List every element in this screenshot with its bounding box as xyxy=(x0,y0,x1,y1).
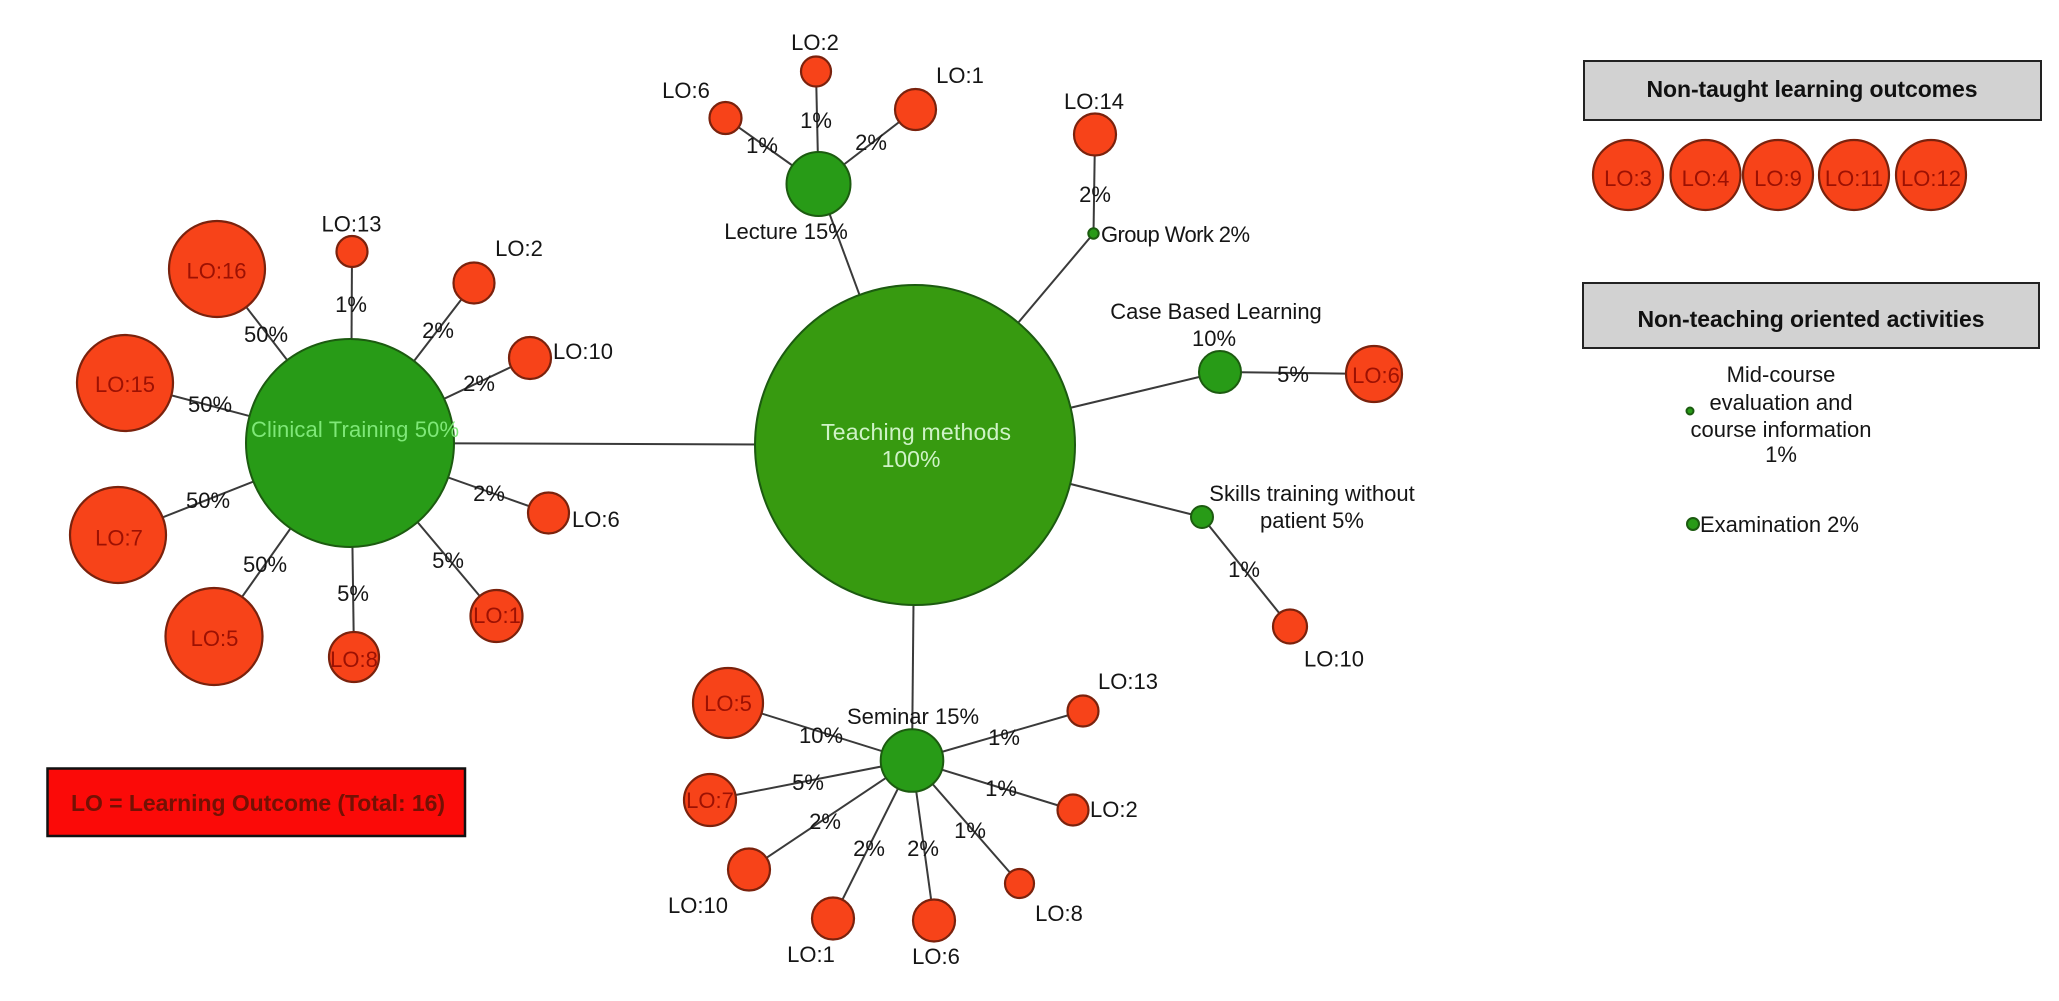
svg-text:2%: 2% xyxy=(855,130,887,155)
svg-text:LO:6: LO:6 xyxy=(1352,363,1400,388)
svg-text:Lecture 15%: Lecture 15% xyxy=(724,219,848,244)
svg-text:Non-teaching oriented activiti: Non-teaching oriented activities xyxy=(1638,306,1985,332)
svg-text:LO:1: LO:1 xyxy=(936,63,984,88)
svg-text:LO:6: LO:6 xyxy=(662,78,710,103)
svg-text:Case Based Learning: Case Based Learning xyxy=(1110,299,1322,324)
svg-text:2%: 2% xyxy=(1079,182,1111,207)
svg-text:10%: 10% xyxy=(1192,326,1236,351)
svg-text:LO:3: LO:3 xyxy=(1604,166,1652,191)
svg-text:LO:2: LO:2 xyxy=(1090,797,1138,822)
svg-text:1%: 1% xyxy=(746,133,778,158)
svg-text:LO:6: LO:6 xyxy=(572,507,620,532)
svg-text:2%: 2% xyxy=(473,481,505,506)
svg-text:100%: 100% xyxy=(882,446,941,472)
svg-text:LO:5: LO:5 xyxy=(191,626,239,651)
svg-text:LO:2: LO:2 xyxy=(495,236,543,261)
svg-text:1%: 1% xyxy=(1228,557,1260,582)
svg-text:LO:7: LO:7 xyxy=(95,526,143,551)
svg-text:2%: 2% xyxy=(853,836,885,861)
svg-text:5%: 5% xyxy=(1277,362,1309,387)
svg-text:LO:6: LO:6 xyxy=(912,944,960,969)
svg-text:LO:7: LO:7 xyxy=(686,788,734,813)
svg-text:LO:13: LO:13 xyxy=(1098,669,1158,694)
svg-text:2%: 2% xyxy=(463,371,495,396)
svg-text:Skills training without: Skills training without xyxy=(1209,481,1414,506)
svg-text:Mid-course: Mid-course xyxy=(1727,362,1836,387)
svg-text:course information: course information xyxy=(1691,417,1872,442)
svg-text:Examination 2%: Examination 2% xyxy=(1700,512,1859,537)
svg-text:Teaching methods: Teaching methods xyxy=(821,419,1011,445)
svg-text:Clinical Training 50%: Clinical Training 50% xyxy=(251,417,459,442)
svg-text:LO:1: LO:1 xyxy=(473,603,521,628)
svg-text:LO:16: LO:16 xyxy=(187,259,247,284)
svg-text:1%: 1% xyxy=(954,818,986,843)
svg-text:LO:13: LO:13 xyxy=(322,212,382,237)
svg-text:LO:1: LO:1 xyxy=(787,942,835,967)
svg-text:5%: 5% xyxy=(792,770,824,795)
svg-text:1%: 1% xyxy=(800,108,832,133)
svg-text:LO:10: LO:10 xyxy=(1304,647,1364,672)
svg-text:Seminar 15%: Seminar 15% xyxy=(847,704,979,729)
svg-text:LO:14: LO:14 xyxy=(1064,89,1124,114)
svg-text:1%: 1% xyxy=(988,725,1020,750)
svg-text:1%: 1% xyxy=(1765,442,1797,467)
svg-text:evaluation and: evaluation and xyxy=(1709,390,1852,415)
svg-text:2%: 2% xyxy=(907,836,939,861)
svg-text:2%: 2% xyxy=(422,318,454,343)
svg-text:LO:4: LO:4 xyxy=(1682,166,1730,191)
svg-text:patient 5%: patient 5% xyxy=(1260,508,1364,533)
svg-text:50%: 50% xyxy=(244,322,288,347)
svg-text:LO:8: LO:8 xyxy=(1035,901,1083,926)
svg-text:1%: 1% xyxy=(335,292,367,317)
svg-text:Non-taught learning outcomes: Non-taught learning outcomes xyxy=(1647,76,1978,102)
svg-text:LO:15: LO:15 xyxy=(95,372,155,397)
svg-text:LO:12: LO:12 xyxy=(1901,166,1961,191)
svg-text:2%: 2% xyxy=(809,809,841,834)
svg-text:LO:11: LO:11 xyxy=(1825,166,1883,191)
svg-text:Group Work 2%: Group Work 2% xyxy=(1101,222,1250,247)
svg-text:1%: 1% xyxy=(985,776,1017,801)
svg-text:LO:2: LO:2 xyxy=(791,30,839,55)
svg-text:10%: 10% xyxy=(799,723,843,748)
svg-text:5%: 5% xyxy=(432,548,464,573)
svg-text:LO:9: LO:9 xyxy=(1754,166,1802,191)
svg-text:50%: 50% xyxy=(186,488,230,513)
svg-text:LO = Learning Outcome (Total:: LO = Learning Outcome (Total: 16) xyxy=(71,790,445,816)
svg-text:50%: 50% xyxy=(243,552,287,577)
svg-text:LO:10: LO:10 xyxy=(668,893,728,918)
svg-text:LO:10: LO:10 xyxy=(553,339,613,364)
svg-text:5%: 5% xyxy=(337,581,369,606)
svg-text:LO:5: LO:5 xyxy=(704,691,752,716)
svg-text:LO:8: LO:8 xyxy=(330,647,378,672)
svg-text:50%: 50% xyxy=(188,392,232,417)
